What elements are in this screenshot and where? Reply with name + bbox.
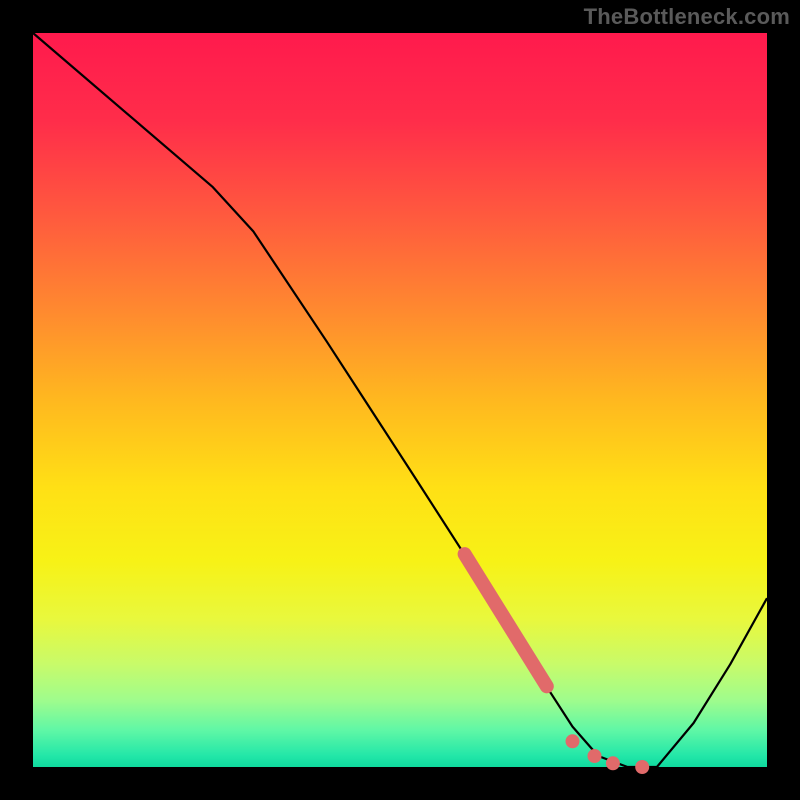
highlight-dot: [566, 734, 580, 748]
plot-background: [33, 33, 767, 767]
chart-container: TheBottleneck.com: [0, 0, 800, 800]
bottleneck-chart: [0, 0, 800, 800]
highlight-dot: [635, 760, 649, 774]
highlight-dot: [606, 756, 620, 770]
watermark-text: TheBottleneck.com: [584, 4, 790, 30]
highlight-dot: [588, 749, 602, 763]
